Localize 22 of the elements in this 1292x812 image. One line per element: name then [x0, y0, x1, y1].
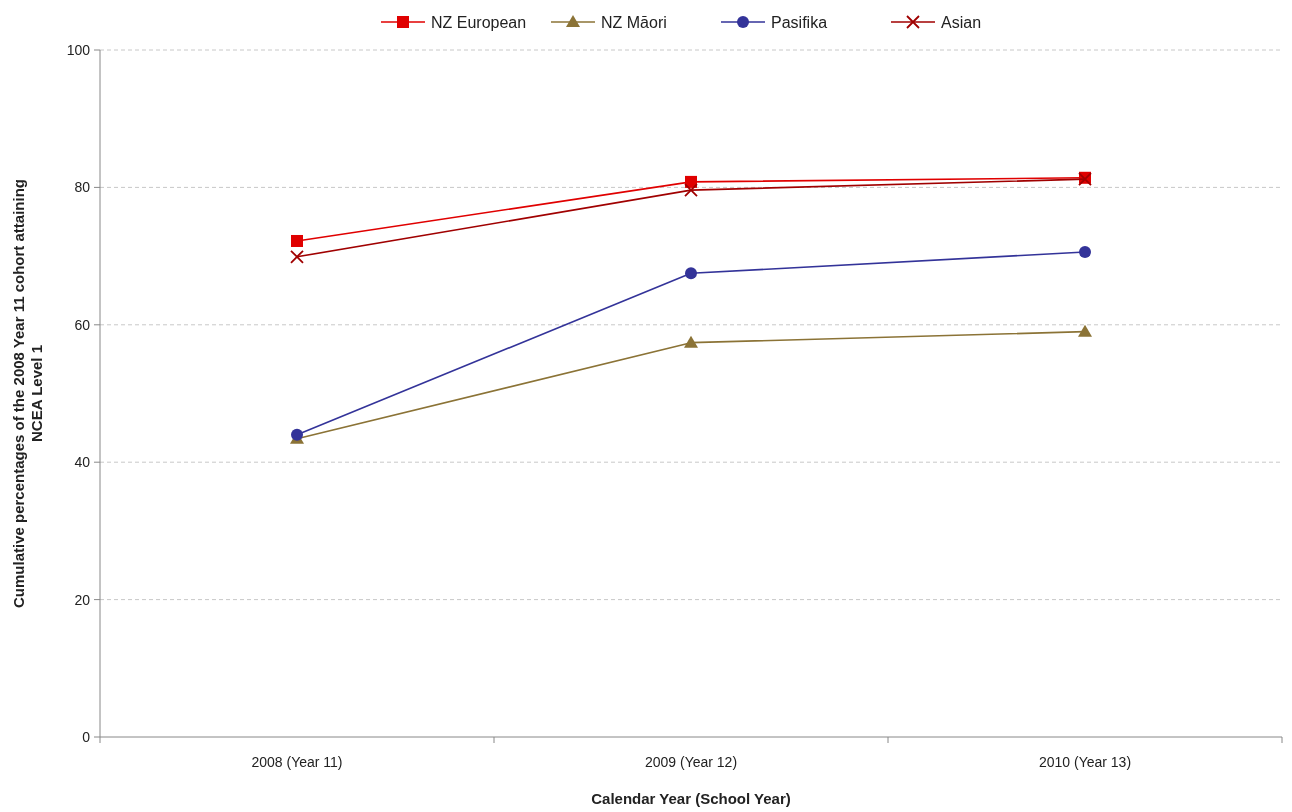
- point: [685, 267, 697, 280]
- legend-label: NZ European: [431, 13, 527, 31]
- legend-label: Asian: [941, 13, 982, 31]
- legend-label: NZ Māori: [601, 13, 667, 31]
- point: [291, 234, 303, 247]
- y-axis-title: Cumulative percentages of the 2008 Year 11 cohort attaining NCEA Level 1: [10, 178, 45, 609]
- y-tick-label: 80: [74, 179, 91, 196]
- x-tick-label: 2009 (Year 12): [644, 754, 738, 770]
- point: [1078, 324, 1092, 337]
- point: [290, 249, 304, 264]
- y-tick-label: 100: [66, 41, 91, 58]
- y-tick-label: 60: [74, 316, 91, 333]
- legend-label: Pasifika: [771, 13, 828, 31]
- x-tick-label: 2010 (Year 13): [1038, 754, 1132, 770]
- x-axis-title: Calendar Year (School Year): [591, 790, 791, 807]
- y-tick-label: 40: [74, 454, 91, 471]
- point: [684, 335, 698, 348]
- y-tick-label: 0: [82, 728, 91, 745]
- point: [684, 183, 698, 198]
- y-tick-label: 20: [74, 591, 91, 608]
- x-tick-label: 2008 (Year 11): [251, 754, 343, 770]
- point: [1079, 245, 1091, 258]
